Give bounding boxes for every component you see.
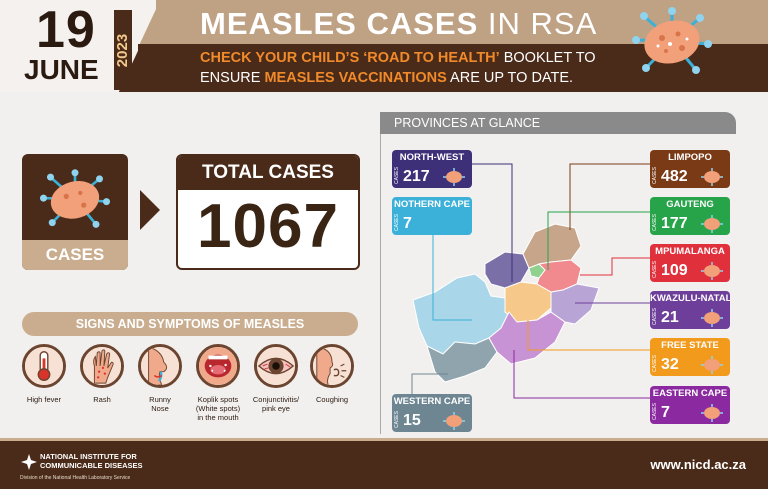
total-cases-box: TOTAL CASES 1067 — [176, 154, 360, 270]
map-kwazulu-natal — [550, 283, 600, 325]
province-card-free-state: FREE STATE CASES 32 — [650, 338, 730, 376]
province-card-eastern-cape: EASTERN CAPE CASES 7 — [650, 386, 730, 424]
province-card-western-cape: WESTERN CAPE CASES 15 — [392, 394, 472, 432]
nicd-logo-icon — [21, 454, 37, 470]
province-card-northern-cape: NOTHERN CAPE CASES 7 — [392, 197, 472, 235]
date-day: 19 — [36, 1, 96, 59]
website-link[interactable]: www.nicd.ac.za — [650, 457, 746, 472]
coughing-icon — [310, 344, 354, 388]
arrow-right-icon — [140, 190, 160, 230]
pink-eye-icon — [254, 344, 298, 388]
section-divider — [380, 134, 381, 434]
measles-virus-icon — [40, 169, 110, 228]
footer-stripe — [0, 438, 768, 441]
footer — [0, 441, 768, 489]
province-card-mpumalanga: MPUMALANGA CASES 109 — [650, 244, 730, 282]
province-card-north-west: NORTH-WEST CASES 217 — [392, 150, 472, 188]
virus-icon — [701, 215, 723, 233]
cases-label: CASES — [45, 245, 105, 264]
virus-icon — [701, 309, 723, 327]
provinces-title: PROVINCES AT GLANCE — [380, 112, 736, 134]
symptom-high-fever: High fever — [14, 344, 74, 404]
hand-rash-icon — [80, 344, 124, 388]
total-cases-value: 1067 — [197, 192, 339, 261]
province-card-gauteng: GAUTENG CASES 177 — [650, 197, 730, 235]
virus-icon — [701, 262, 723, 280]
province-card-limpopo: LIMPOPO CASES 482 — [650, 150, 730, 188]
thermometer-icon — [22, 344, 66, 388]
south-africa-map — [412, 223, 600, 383]
open-mouth-icon — [196, 344, 240, 388]
symptom-rash: Rash — [72, 344, 132, 404]
page-subtitle: CHECK YOUR CHILD’S ‘ROAD TO HEALTH’ BOOK… — [200, 50, 596, 86]
symptom-coughing: Coughing — [302, 344, 362, 404]
measles-virus-icon — [632, 7, 712, 74]
virus-icon — [701, 404, 723, 422]
virus-icon — [701, 356, 723, 374]
date-month: JUNE — [24, 54, 99, 85]
province-card-kwazulu-natal: KWAZULU-NATAL CASES 21 — [650, 291, 730, 329]
virus-icon — [443, 168, 465, 186]
virus-icon — [701, 168, 723, 186]
virus-icon — [443, 412, 465, 430]
org-subtitle: Division of the National Health Laborato… — [20, 475, 131, 481]
symptom-koplik-spots: Koplik spots (White spots) in the mouth — [188, 344, 248, 422]
date-year-bar — [114, 10, 132, 90]
symptom-runny-nose: Runny Nose — [130, 344, 190, 413]
symptom-conjunctivitis: Conjunctivitis/pink eye — [246, 344, 306, 413]
org-name: NATIONAL INSTITUTE FOR COMMUNICABLE DISE… — [40, 452, 143, 470]
page-title: MEASLES CASES IN RSA — [200, 6, 598, 41]
symptoms-title: SIGNS AND SYMPTOMS OF MEASLES — [22, 312, 358, 336]
cases-card: CASES — [22, 154, 128, 270]
runny-nose-icon — [138, 344, 182, 388]
map-free-state — [504, 281, 552, 323]
total-cases-label: TOTAL CASES — [178, 156, 358, 190]
